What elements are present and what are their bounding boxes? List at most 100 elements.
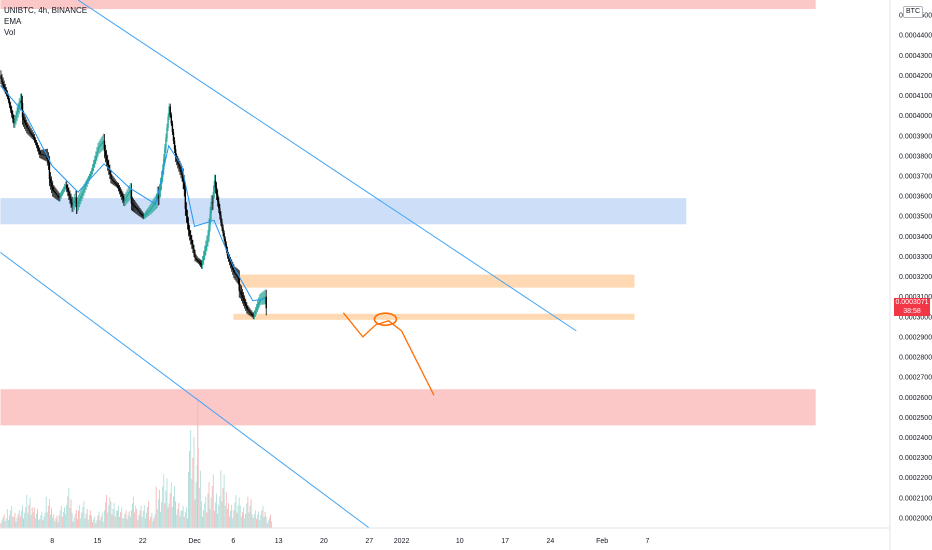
volume-bar [150, 516, 152, 528]
candle-body [25, 122, 27, 126]
candle-body [101, 142, 104, 144]
candle-body [59, 195, 61, 198]
volume-bar [74, 514, 76, 528]
price-tick-label: 0.0002900 [899, 334, 932, 341]
volume-bar [261, 510, 263, 528]
volume-bar [162, 486, 164, 528]
volume-bar [77, 519, 78, 528]
volume-bar [175, 501, 177, 528]
candle-body [221, 222, 223, 228]
volume-bar [106, 494, 108, 528]
candle-body [81, 193, 83, 197]
candle-body [32, 135, 34, 137]
volume-bar [139, 510, 141, 528]
volume-bar [5, 518, 7, 528]
price-tick-label: 0.0003200 [899, 274, 932, 281]
volume-bar [103, 510, 105, 528]
orange-resistance-zone[interactable] [239, 274, 635, 288]
volume-bar [178, 503, 180, 528]
candle-body [64, 184, 67, 187]
candle-body [213, 180, 216, 192]
ema-indicator-label[interactable]: EMA [4, 17, 22, 26]
candle-body [264, 296, 266, 298]
volume-bar [56, 515, 58, 528]
volume-bar [0, 523, 2, 528]
candle-body [196, 259, 198, 261]
volume-bar [229, 516, 230, 528]
volume-bar [25, 507, 27, 528]
volume-bar [265, 516, 267, 528]
price-tick-label: 0.0002700 [899, 375, 932, 382]
candle-body [183, 182, 185, 190]
currency-unit-button[interactable]: BTC [903, 6, 923, 18]
candle-body [94, 159, 96, 164]
volume-bar [268, 517, 270, 528]
blue-resistance-zone[interactable] [0, 198, 687, 225]
volume-bar [205, 496, 207, 528]
candle-body [256, 304, 259, 308]
candle-body [214, 180, 217, 188]
volume-bar [169, 493, 171, 528]
candle-body [100, 143, 102, 146]
projection-circle[interactable] [373, 312, 398, 327]
top-red-zone[interactable] [0, 0, 816, 10]
last-price-value: 0.0003071 [895, 299, 929, 306]
bar-countdown: 38:58 [903, 308, 921, 315]
volume-bar [194, 499, 196, 528]
candle-body [158, 191, 161, 199]
volume-bar [256, 519, 257, 528]
candle-body [66, 184, 68, 189]
candle-body [19, 100, 22, 105]
candle-body [90, 171, 93, 174]
time-axis[interactable]: 8 15 22 Dec 6 13 20 27 2022 10 17 24 Feb 7 [50, 538, 649, 545]
candle-body [121, 193, 123, 196]
orange-support-zone[interactable] [233, 313, 635, 320]
candle-body [43, 154, 45, 156]
volume-bar [52, 517, 54, 528]
symbol-label[interactable]: UNIBTC, 4h, BINANCE [4, 6, 88, 15]
volume-bar [102, 521, 104, 528]
candle-body [72, 203, 74, 207]
trendlines-layer[interactable] [0, 0, 577, 529]
candle-body [146, 211, 149, 214]
candle-body [251, 313, 253, 316]
volume-bar [252, 517, 254, 528]
upper-trendline[interactable] [77, 0, 577, 332]
candle-body [34, 139, 37, 143]
volume-bar [36, 513, 37, 528]
volume-bar [230, 510, 232, 528]
volume-layer [0, 397, 273, 528]
volume-bar [226, 508, 228, 528]
volume-bar [98, 511, 100, 528]
candle-body [227, 255, 230, 259]
candle-body [56, 194, 58, 196]
candle-body [154, 202, 156, 204]
volume-bar [50, 514, 51, 528]
candle-body [238, 277, 240, 291]
candle-body [84, 186, 86, 189]
candle-body [117, 185, 120, 189]
projection-path[interactable] [342, 312, 435, 396]
volume-bar [10, 510, 12, 528]
volume-bar [148, 501, 150, 528]
lower-trendline[interactable] [0, 252, 370, 529]
volume-bar [14, 512, 16, 528]
candle-body [219, 208, 221, 216]
projection-layer[interactable] [342, 312, 435, 396]
candle-body [36, 145, 39, 149]
volume-bar [114, 516, 116, 528]
volume-indicator-label[interactable]: Vol [4, 28, 16, 37]
price-axis[interactable]: 0.00045000.00044000.00043000.00042000.00… [899, 13, 932, 523]
volume-bar [196, 465, 198, 528]
candle-body [241, 294, 244, 298]
volume-bar [122, 518, 124, 528]
red-demand-zone[interactable] [0, 389, 816, 426]
volume-bar [84, 518, 86, 528]
candle-body [205, 245, 207, 251]
volume-bar [6, 508, 8, 528]
volume-bar [144, 518, 146, 528]
candle-body [29, 130, 31, 133]
last-price-badge: 0.0003071 38:58 [894, 298, 930, 316]
volume-bar [18, 510, 20, 528]
